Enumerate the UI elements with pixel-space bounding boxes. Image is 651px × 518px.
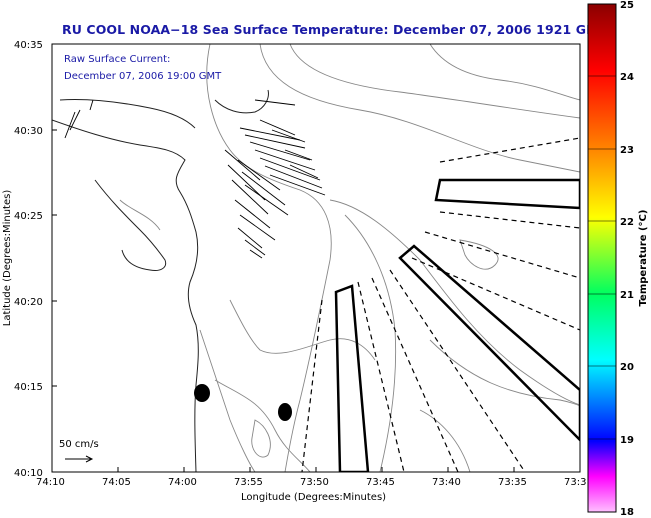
x-tick-label: 73:55 [234,477,263,488]
colorbar-tick-label: 20 [620,362,634,373]
colorbar-tick-label: 25 [620,0,634,11]
y-tick-label: 40:30 [14,126,43,137]
current-annotation-line2: December 07, 2006 19:00 GMT [64,71,222,82]
radar-coverage-lines [301,137,580,472]
arrow-right-icon-head [85,455,94,463]
colorbar-tick-label: 23 [620,145,634,156]
bathymetry-contours [119,44,580,472]
colorbar-gradient [587,3,617,513]
colorbar-label: Temperature (°C) [638,210,649,307]
colorbar-tick-label: 21 [620,290,634,301]
x-tick-label: 73:40 [432,477,461,488]
x-tick-label: 74:00 [168,477,197,488]
colorbar-tick-label: 22 [620,217,634,228]
x-axis-label: Longitude (Degrees:Minutes) [241,492,386,503]
x-tick-label: 73:50 [300,477,329,488]
y-tick-label: 40:15 [14,382,43,393]
current-annotation-line1: Raw Surface Current: [64,54,171,65]
colorbar-tick-label: 24 [620,72,634,83]
station-marker [278,403,292,421]
plot-frame [51,43,581,473]
x-tick-label: 73:35 [498,477,527,488]
survey-area-outlines [334,178,580,472]
colorbar: 25 24 23 22 21 20 19 18 Temperature (°C) [587,0,649,518]
colorbar-tick-label: 18 [620,507,634,518]
y-tick-label: 40:35 [14,40,43,51]
station-marker [194,384,210,402]
y-tick-label: 40:10 [14,468,43,479]
x-tick-label: 74:10 [36,477,65,488]
x-tick-label: 73:3 [564,477,586,488]
colorbar-tick-label: 19 [620,435,634,446]
y-tick-label: 40:25 [14,211,43,222]
scale-label: 50 cm/s [59,439,99,450]
x-axis: 74:10 74:05 74:00 73:55 73:50 73:45 73:4… [36,467,586,503]
y-axis: 40:35 40:30 40:25 40:20 40:15 40:10 Lati… [2,40,57,479]
x-tick-label: 73:45 [366,477,395,488]
y-axis-label: Latitude (Degrees:Minutes) [2,190,13,327]
map-content: 50 cm/s [52,44,580,472]
surface-current-vectors [64,99,326,259]
x-tick-label: 74:05 [102,477,131,488]
map-title: RU COOL NOAA−18 Sea Surface Temperature:… [62,22,608,37]
coastline [52,89,269,472]
y-tick-label: 40:20 [14,297,43,308]
